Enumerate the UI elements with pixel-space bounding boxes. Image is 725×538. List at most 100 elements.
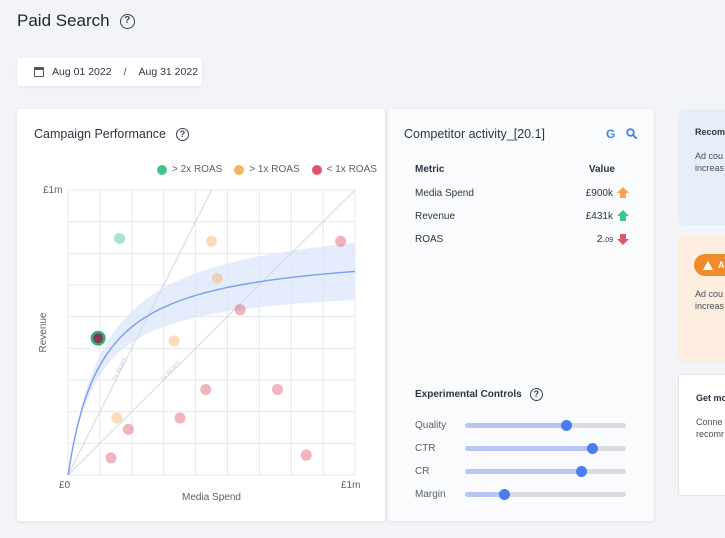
reference-line-label: 2x ROAS [112,357,129,382]
reference-line-2x [67,189,212,476]
recommendation-title: Recom [695,127,725,137]
chart-legend: > 2x ROAS > 1x ROAS < 1x ROAS [157,164,377,175]
data-point [122,423,134,435]
slider-fill [465,491,504,497]
data-point [206,235,217,247]
metric-name: Revenue [415,210,456,222]
slider-fill [465,422,567,428]
experimental-title-text: Experimental Controls [415,389,522,400]
date-end: Aug 31 2022 [138,66,199,78]
legend-dot [157,164,167,175]
slider-thumb[interactable] [498,488,510,500]
slider-margin: Margin [415,487,627,501]
experimental-controls-title: Experimental Controls ? [415,388,543,401]
legend-label: > 1x ROAS [249,164,300,175]
slider-label: CR [415,465,430,477]
confidence-band [68,242,355,475]
legend-item-1x[interactable]: > 1x ROAS [234,164,300,175]
data-point [114,232,126,244]
data-point [272,384,284,395]
metric-value: £900k [586,187,629,199]
data-point [234,304,246,316]
slider-track[interactable] [465,465,626,477]
legend-item-2x[interactable]: > 2x ROAS [157,164,222,175]
text-line: Ad cou [695,289,724,299]
text-line: increas [695,163,725,173]
metric-value-text: £900k [585,187,613,199]
legend-label: > 2x ROAS [172,164,223,175]
campaign-title: Campaign Performance ? [34,127,190,141]
google-letter: G [606,127,616,141]
slider-ctr: CTR [415,441,627,455]
slider-quality: Quality [415,418,627,432]
text-line: Ad cou [695,151,724,161]
slider-fill [465,445,593,451]
metric-value-text: £431k [585,210,613,222]
google-icon[interactable]: G [606,127,615,141]
date-separator: / [123,66,127,78]
alert-card[interactable]: A Ad cou increas [678,236,725,362]
get-more-card[interactable]: Get mo Conne recomr [678,374,725,496]
legend-label: < 1x ROAS [326,164,377,175]
warning-badge: A [694,254,725,276]
date-range-picker[interactable]: Aug 01 2022 / Aug 31 2022 [17,58,202,86]
search-icon[interactable] [626,128,637,139]
competitor-metrics-table: Metric Value Media Spend £900k Revenue £… [415,164,629,245]
data-point [200,384,212,395]
get-more-text: Conne recomr [696,416,724,440]
slider-label: Quality [415,419,447,431]
table-header: Metric Value [415,164,629,176]
help-icon[interactable]: ? [176,127,190,141]
roas-int: 2. [596,233,606,245]
legend-item-lt1x[interactable]: < 1x ROAS [311,164,377,175]
data-point [111,412,123,424]
slider-label: CTR [415,442,436,454]
date-start: Aug 01 2022 [52,66,112,78]
warning-badge-text: A [718,260,725,270]
fitted-curve [67,270,356,476]
warning-icon [703,260,713,270]
metric-value: £431k [586,210,629,222]
slider-label: Margin [415,488,446,500]
metric-value-text: 2.09 [597,234,613,245]
page-title-text: Paid Search [17,11,110,30]
campaign-performance-card: Campaign Performance ? > 2x ROAS > 1x RO… [17,109,385,521]
data-point [211,272,223,284]
slider-thumb[interactable] [575,465,587,477]
x-axis-label: Media Spend [182,492,241,503]
slider-track[interactable] [465,442,626,454]
help-icon[interactable]: ? [119,13,135,29]
table-row: ROAS 2.09 [415,233,629,245]
data-point [174,412,186,424]
metric-name: Media Spend [415,187,474,199]
data-point [335,235,347,247]
roas-decimal: 09 [605,236,613,244]
calendar-icon [34,67,44,77]
slider-track[interactable] [465,419,626,431]
text-line: recomr [696,429,725,439]
text-line: Conne [696,417,723,427]
column-header-value: Value [588,164,615,175]
page-title: Paid Search ? [17,11,135,31]
recommendation-card[interactable]: Recom Ad cou increas [678,109,725,225]
help-icon[interactable]: ? [529,388,543,401]
slider-track[interactable] [465,488,626,500]
text-line: increas [695,301,725,311]
x-tick-label: £0 [59,480,71,491]
reference-line-1x [67,189,356,476]
arrow-down-icon [617,233,629,245]
slider-thumb[interactable] [561,419,573,431]
y-tick-label: £1m [43,185,62,196]
slider-cr: CR [415,464,627,478]
data-point [105,452,117,464]
alert-text: Ad cou increas [695,288,724,312]
legend-dot [311,164,322,175]
y-axis-label: Revenue [38,312,49,352]
slider-thumb[interactable] [587,442,599,454]
metric-value: 2.09 [597,233,629,245]
data-point-highlight [93,333,104,344]
metric-name: ROAS [415,233,444,245]
competitor-activity-card: Competitor activity_[20.1] G Metric Valu… [388,109,654,521]
recommendation-text: Ad cou increas [695,150,724,174]
